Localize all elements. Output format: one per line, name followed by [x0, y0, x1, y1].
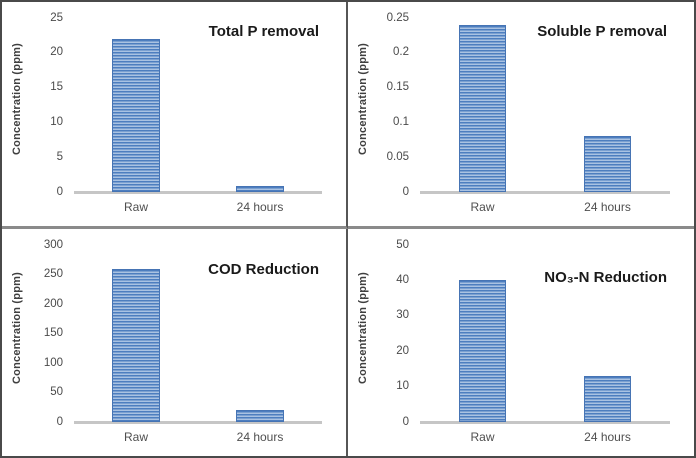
y-tick-label: 0.2: [393, 46, 409, 59]
chart-title: NO₃-N Reduction: [544, 269, 667, 286]
y-tick-label: 20: [396, 344, 409, 357]
x-axis-labels: Raw 24 hours: [74, 200, 322, 218]
y-tick-label: 0.1: [393, 115, 409, 128]
y-tick-label: 250: [43, 267, 63, 280]
chart-title: COD Reduction: [208, 261, 319, 278]
x-axis-labels: Raw 24 hours: [74, 430, 322, 448]
y-tick-label: 200: [43, 297, 63, 310]
y-axis-label: Concentration (ppm): [350, 235, 376, 420]
y-tick-label: 150: [43, 326, 63, 339]
y-tick-label: 40: [396, 273, 409, 286]
y-axis-label: Concentration (ppm): [4, 8, 30, 190]
y-tick-label: 50: [50, 385, 63, 398]
y-axis-label-text: Concentration (ppm): [357, 271, 369, 384]
y-tick-label: 20: [50, 46, 63, 59]
x-category-label: Raw: [470, 430, 495, 444]
plot-area: Total P removal: [74, 18, 322, 194]
x-axis-line: [420, 190, 670, 194]
y-axis-ticks: 0 10 20 30 40 50: [374, 239, 416, 427]
y-tick-label: 0: [56, 185, 63, 198]
x-category-label: 24 hours: [236, 200, 284, 214]
x-category-label: 24 hours: [584, 430, 631, 444]
x-category-label: 24 hours: [584, 200, 631, 214]
chart-title: Soluble P removal: [537, 23, 667, 40]
y-tick-label: 0.05: [386, 150, 409, 163]
plot-area: NO₃-N Reduction: [420, 245, 670, 424]
x-axis-labels: Raw 24 hours: [420, 200, 670, 218]
bar-raw: [112, 38, 160, 192]
y-tick-label: 0.15: [386, 80, 409, 93]
y-tick-label: 5: [56, 150, 63, 163]
y-tick-label: 0.25: [386, 11, 409, 24]
y-axis-ticks: 0 50 100 150 200 250 300: [28, 239, 70, 427]
x-category-label: Raw: [123, 430, 149, 444]
bar-raw: [458, 280, 507, 422]
y-tick-label: 25: [50, 11, 63, 24]
bar-24-hours: [236, 410, 284, 422]
y-axis-label-text: Concentration (ppm): [11, 43, 23, 155]
y-tick-label: 50: [396, 238, 409, 251]
y-axis-ticks: 0 5 10 15 20 25: [28, 12, 70, 197]
y-axis-ticks: 0 0.05 0.1 0.15 0.2 0.25: [374, 12, 416, 197]
y-tick-label: 0: [402, 415, 409, 428]
y-tick-label: 15: [50, 80, 63, 93]
y-tick-label: 10: [396, 379, 409, 392]
x-axis-line: [420, 420, 670, 424]
y-tick-label: 10: [50, 115, 63, 128]
chart-panel-soluble-p-removal: Concentration (ppm) 0 0.05 0.1 0.15 0.2 0.25 …: [348, 2, 694, 229]
bar-24-hours: [583, 136, 632, 192]
y-axis-label-text: Concentration (ppm): [11, 271, 23, 384]
y-tick-label: 0: [402, 185, 409, 198]
plot-area: COD Reduction: [74, 245, 322, 424]
x-category-label: Raw: [470, 200, 495, 214]
y-tick-label: 30: [396, 309, 409, 322]
chart-title: Total P removal: [208, 23, 319, 40]
bar-raw: [458, 24, 507, 192]
x-category-label: Raw: [123, 200, 149, 214]
y-tick-label: 300: [43, 238, 63, 251]
chart-panel-no3-n-reduction: Concentration (ppm) 0 10 20 30 40 50 NO₃-N Re…: [348, 229, 694, 456]
x-axis-line: [74, 190, 322, 194]
chart-panel-total-p-removal: Concentration (ppm) 0 5 10 15 20 25 Total P r…: [2, 2, 348, 229]
bar-24-hours: [236, 186, 284, 192]
y-axis-label-text: Concentration (ppm): [357, 43, 369, 155]
x-axis-line: [74, 420, 322, 424]
bar-raw: [112, 268, 160, 422]
x-category-label: 24 hours: [236, 430, 284, 444]
y-axis-label: Concentration (ppm): [4, 235, 30, 420]
x-axis-labels: Raw 24 hours: [420, 430, 670, 448]
y-axis-label: Concentration (ppm): [350, 8, 376, 190]
y-tick-label: 100: [43, 356, 63, 369]
chart-panel-cod-reduction: Concentration (ppm) 0 50 100 150 200 250 300 C…: [2, 229, 348, 456]
bar-24-hours: [583, 375, 632, 422]
y-tick-label: 0: [56, 415, 63, 428]
plot-area: Soluble P removal: [420, 18, 670, 194]
